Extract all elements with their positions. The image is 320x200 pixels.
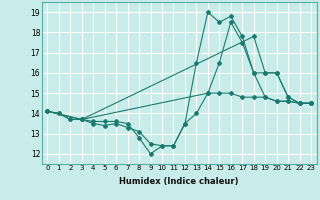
X-axis label: Humidex (Indice chaleur): Humidex (Indice chaleur) [119,177,239,186]
